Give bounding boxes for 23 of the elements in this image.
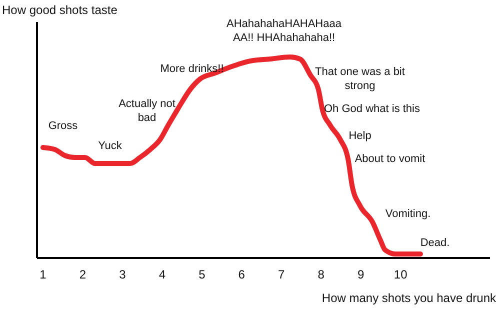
annotation: Oh God what is this — [324, 103, 420, 115]
y-axis-title: How good shots taste — [2, 3, 118, 17]
annotation: Yuck — [98, 140, 122, 152]
x-axis-title: How many shots you have drunk — [322, 291, 497, 305]
annotation: Actually not bad — [118, 98, 176, 124]
x-tick-label: 9 — [358, 268, 365, 282]
x-tick-label: 1 — [40, 268, 47, 282]
annotation: About to vomit — [354, 153, 426, 165]
x-tick-label: 10 — [394, 268, 408, 282]
text: AHahahahaHAHAHaaa AA!! HHAhahahaha!! — [226, 18, 342, 44]
annotation: Gross — [48, 120, 78, 132]
annotation: More drinks!! — [160, 63, 224, 75]
annotation: Vomiting. — [385, 208, 431, 220]
x-tick-label: 6 — [238, 268, 246, 282]
x-tick-label: 4 — [158, 268, 166, 282]
x-tick-label: 8 — [318, 268, 325, 282]
x-tick-label: 5 — [198, 268, 206, 282]
annotation: Help — [348, 130, 372, 142]
annotation: That one was a bit strong — [315, 66, 405, 92]
x-tick-label: 3 — [119, 268, 126, 282]
x-tick-label: 7 — [278, 268, 286, 282]
annotation: Dead. — [420, 237, 450, 249]
x-tick-label: 2 — [79, 268, 86, 282]
